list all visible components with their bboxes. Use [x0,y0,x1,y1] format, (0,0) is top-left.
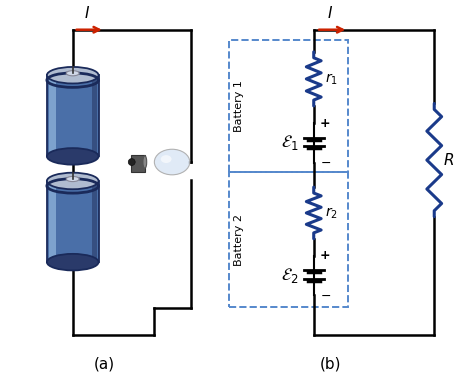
Text: Battery 1: Battery 1 [234,80,244,132]
Ellipse shape [142,156,147,168]
Ellipse shape [161,155,171,163]
Circle shape [128,158,135,166]
Ellipse shape [47,67,98,83]
Ellipse shape [47,173,98,189]
Text: (a): (a) [94,357,115,372]
Bar [228,39,348,172]
Polygon shape [92,183,96,260]
Text: $-$: $-$ [319,289,330,302]
Text: I: I [327,6,332,21]
Polygon shape [49,183,56,260]
Polygon shape [131,155,145,172]
Polygon shape [47,181,98,262]
Ellipse shape [154,149,189,175]
Text: $\mathcal{E}_1$: $\mathcal{E}_1$ [281,133,298,152]
Text: $\mathcal{E}_2$: $\mathcal{E}_2$ [281,266,298,285]
Ellipse shape [47,254,98,270]
Text: $r_2$: $r_2$ [324,205,337,221]
Text: $-$: $-$ [319,156,330,169]
Text: (b): (b) [319,357,341,372]
Bar [228,172,348,307]
Polygon shape [49,78,56,154]
Polygon shape [92,78,96,154]
Text: I: I [84,6,89,21]
Ellipse shape [47,148,98,164]
Polygon shape [47,75,98,157]
Ellipse shape [66,70,79,76]
Ellipse shape [66,176,79,182]
Text: +: + [319,249,329,263]
Text: +: + [319,117,329,130]
Text: $r_1$: $r_1$ [324,71,337,87]
Text: $R$: $R$ [442,152,453,168]
Text: Battery 2: Battery 2 [234,213,244,266]
